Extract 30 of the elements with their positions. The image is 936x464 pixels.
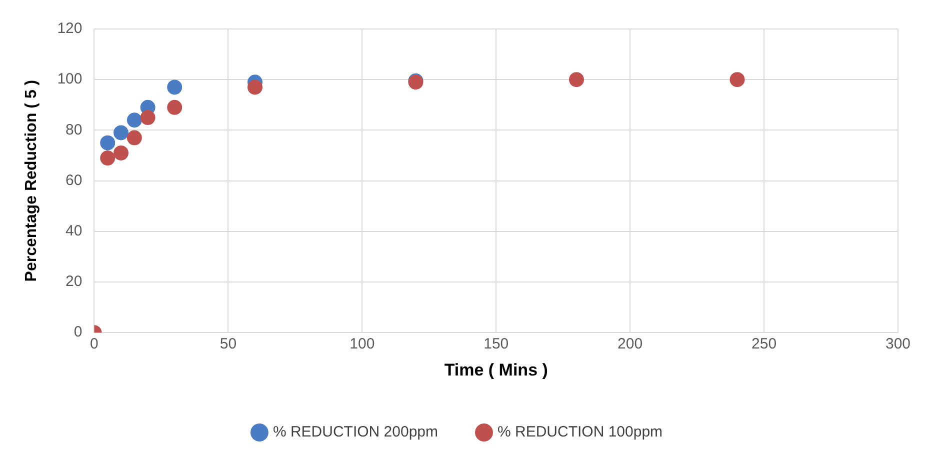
x-tick-label: 0 — [90, 336, 98, 353]
legend-label: % REDUCTION 200ppm — [272, 424, 438, 441]
y-tick-label: 80 — [66, 121, 82, 138]
point — [126, 130, 142, 146]
x-tick-label: 100 — [350, 336, 375, 353]
legend-label: % REDUCTION 100ppm — [498, 424, 663, 441]
y-tick-label: 100 — [57, 70, 82, 88]
point — [100, 150, 116, 166]
point — [167, 80, 182, 95]
y-tick-label: 20 — [66, 273, 82, 290]
point — [114, 125, 129, 140]
point — [126, 112, 142, 128]
point — [247, 80, 262, 95]
y-tick-label: 40 — [66, 222, 82, 240]
y-tick-label: 120 — [57, 20, 82, 38]
x-axis-title: Time ( Mins ) — [444, 360, 548, 380]
point — [114, 145, 129, 160]
x-tick-label: 150 — [484, 336, 509, 353]
x-tick-label: 200 — [618, 336, 643, 353]
y-tick-label: 0 — [74, 324, 82, 341]
x-tick-label: 250 — [752, 336, 777, 353]
point — [730, 72, 745, 88]
point — [100, 135, 116, 150]
point — [568, 72, 584, 88]
x-tick-label: 50 — [220, 336, 237, 353]
y-axis-title: Percentage Reduction ( 5 ) — [23, 80, 40, 282]
x-tick-label: 300 — [885, 336, 911, 353]
y-tick-label: 60 — [66, 172, 82, 189]
point — [140, 110, 156, 126]
point — [167, 100, 182, 115]
